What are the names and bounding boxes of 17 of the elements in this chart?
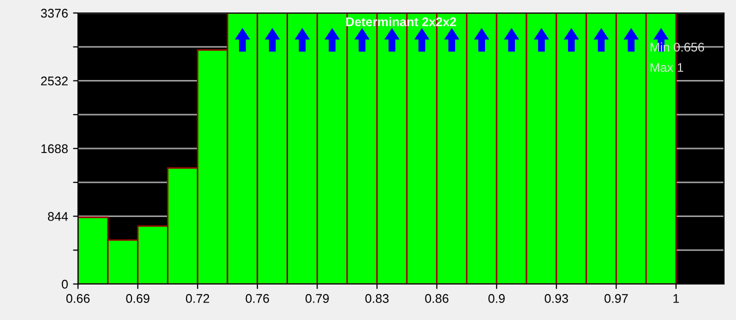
x-tick-label: 0.79: [306, 294, 329, 303]
x-tick-label: 0.93: [544, 294, 568, 303]
x-tick-label: 0.83: [365, 294, 389, 303]
x-tick-label: 0.9: [488, 294, 505, 303]
y-tick-label: 2532: [41, 76, 68, 86]
annotation: Max 1: [650, 63, 684, 72]
x-tick-label: 1: [673, 294, 679, 303]
x-tick-label: 0.69: [126, 294, 150, 303]
x-tick-label: 0.76: [246, 294, 270, 303]
x-tick-label: 0.66: [66, 294, 90, 303]
y-tick-label: 1688: [41, 144, 68, 154]
y-tick-label: 0: [62, 280, 68, 289]
x-tick-label: 0.86: [425, 294, 448, 303]
y-tick-label: 3376: [40, 8, 68, 18]
x-tick-label: 0.97: [604, 294, 628, 303]
y-tick-label: 844: [48, 212, 68, 221]
x-tick-label: 0.72: [186, 294, 210, 303]
